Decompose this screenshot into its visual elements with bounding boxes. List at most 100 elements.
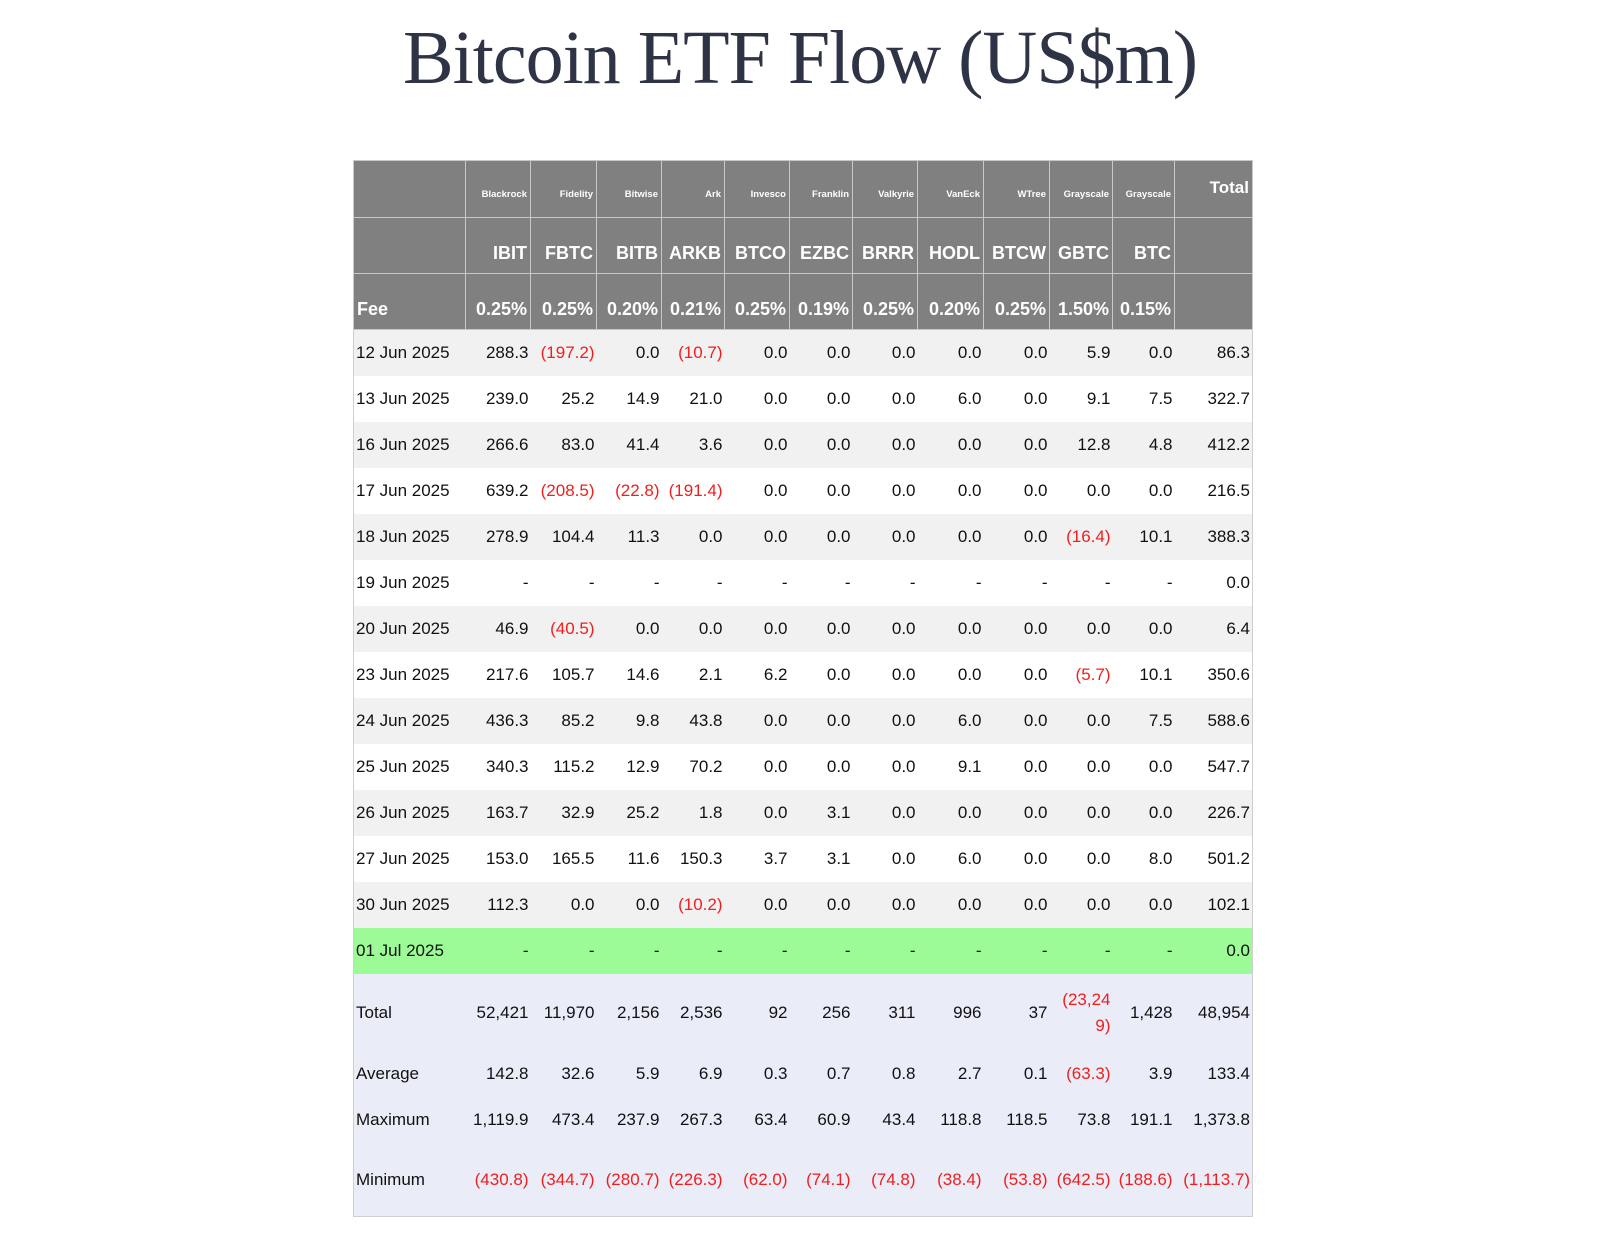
flow-value-bitb: 0.0 bbox=[596, 606, 662, 652]
summary-value-hodl: (38.4) bbox=[917, 1144, 984, 1217]
flow-value-fbtc: 105.7 bbox=[530, 652, 597, 698]
table-row: 18 Jun 2025 278.9 104.4 11.3 0.0 0.0 0.0 0.0 0.0… bbox=[353, 514, 1253, 560]
flow-value-hodl: 0.0 bbox=[917, 329, 984, 376]
flow-value-btc: 8.0 bbox=[1112, 836, 1175, 882]
summary-value-ezbc: 60.9 bbox=[789, 1096, 853, 1144]
corner-cell bbox=[353, 160, 466, 218]
flow-value-ibit: 163.7 bbox=[465, 790, 531, 836]
flow-value-fbtc: 104.4 bbox=[530, 514, 597, 560]
flow-value-btcw: - bbox=[983, 928, 1050, 974]
flow-value-arkb: 150.3 bbox=[661, 836, 725, 882]
fee-cell: 0.21% bbox=[661, 273, 725, 330]
flow-value-bitb: 14.9 bbox=[596, 376, 662, 422]
summary-value-btc: 191.1 bbox=[1112, 1096, 1175, 1144]
flow-value-ezbc: 0.0 bbox=[789, 468, 853, 514]
flow-value-btc: 7.5 bbox=[1112, 376, 1175, 422]
flow-value-btco: 3.7 bbox=[724, 836, 790, 882]
summary-value-brrr: 311 bbox=[852, 974, 918, 1052]
flow-value-btcw: 0.0 bbox=[983, 744, 1050, 790]
flow-value-btcw: 0.0 bbox=[983, 606, 1050, 652]
flow-value-arkb: 3.6 bbox=[661, 422, 725, 468]
flow-value-ibit: - bbox=[465, 928, 531, 974]
issuer-header: Ark bbox=[661, 160, 725, 218]
flow-value-ibit: 639.2 bbox=[465, 468, 531, 514]
summary-value-bitb: 237.9 bbox=[596, 1096, 662, 1144]
table-row: 16 Jun 2025 266.6 83.0 41.4 3.6 0.0 0.0 0.0 0.0 0… bbox=[353, 422, 1253, 468]
fee-cell: 0.20% bbox=[596, 273, 662, 330]
fee-cell: 1.50% bbox=[1049, 273, 1113, 330]
flow-value-btco: 0.0 bbox=[724, 790, 790, 836]
table-row: 30 Jun 2025 112.3 0.0 0.0 (10.2) 0.0 0.0 0.0 0.0… bbox=[353, 882, 1253, 928]
flow-value-ibit: 46.9 bbox=[465, 606, 531, 652]
summary-value-btc: 1,428 bbox=[1112, 974, 1175, 1052]
date-cell: 12 Jun 2025 bbox=[353, 329, 466, 376]
table-row: 27 Jun 2025 153.0 165.5 11.6 150.3 3.7 3.1 0.0 6… bbox=[353, 836, 1253, 882]
flow-value-gbtc: 0.0 bbox=[1049, 468, 1113, 514]
flow-value-hodl: 9.1 bbox=[917, 744, 984, 790]
issuer-header: Valkyrie bbox=[852, 160, 918, 218]
summary-value-hodl: 118.8 bbox=[917, 1096, 984, 1144]
issuer-header-row: Blackrock Fidelity Bitwise Ark Invesco F… bbox=[353, 160, 1253, 218]
etf-flow-table: Blackrock Fidelity Bitwise Ark Invesco F… bbox=[353, 160, 1253, 1217]
flow-value-brrr: 0.0 bbox=[852, 606, 918, 652]
flow-value-ibit: 112.3 bbox=[465, 882, 531, 928]
flow-value-bitb: - bbox=[596, 560, 662, 606]
date-cell: 13 Jun 2025 bbox=[353, 376, 466, 422]
date-cell: 27 Jun 2025 bbox=[353, 836, 466, 882]
flow-value-btc: 10.1 bbox=[1112, 514, 1175, 560]
ticker-header: ARKB bbox=[661, 217, 725, 274]
summary-value-btcw: 0.1 bbox=[983, 1052, 1050, 1096]
flow-value-btc: - bbox=[1112, 560, 1175, 606]
summary-value-ibit: 52,421 bbox=[465, 974, 531, 1052]
summary-value-gbtc: (642.5) bbox=[1049, 1144, 1113, 1217]
summary-value-arkb: 2,536 bbox=[661, 974, 725, 1052]
date-cell: 23 Jun 2025 bbox=[353, 652, 466, 698]
flow-value-fbtc: 83.0 bbox=[530, 422, 597, 468]
flow-value-hodl: 0.0 bbox=[917, 468, 984, 514]
flow-value-fbtc: (40.5) bbox=[530, 606, 597, 652]
flow-value-brrr: 0.0 bbox=[852, 376, 918, 422]
flow-value-btco: 0.0 bbox=[724, 606, 790, 652]
flow-value-arkb: - bbox=[661, 928, 725, 974]
summary-value-arkb: (226.3) bbox=[661, 1144, 725, 1217]
flow-value-ibit: 436.3 bbox=[465, 698, 531, 744]
summary-value-btcw: (53.8) bbox=[983, 1144, 1050, 1217]
row-total-cell: 86.3 bbox=[1174, 329, 1253, 376]
flow-value-bitb: 25.2 bbox=[596, 790, 662, 836]
summary-value-ibit: 142.8 bbox=[465, 1052, 531, 1096]
ticker-header: GBTC bbox=[1049, 217, 1113, 274]
summary-value-bitb: (280.7) bbox=[596, 1144, 662, 1217]
flow-value-ezbc: 0.0 bbox=[789, 329, 853, 376]
fee-label: Fee bbox=[353, 273, 466, 330]
summary-value-ibit: 1,119.9 bbox=[465, 1096, 531, 1144]
issuer-header: Bitwise bbox=[596, 160, 662, 218]
flow-value-fbtc: 115.2 bbox=[530, 744, 597, 790]
flow-value-ibit: 340.3 bbox=[465, 744, 531, 790]
empty-header-cell bbox=[1174, 273, 1253, 330]
ticker-header: IBIT bbox=[465, 217, 531, 274]
flow-value-arkb: (10.2) bbox=[661, 882, 725, 928]
flow-value-arkb: - bbox=[661, 560, 725, 606]
flow-value-hodl: - bbox=[917, 560, 984, 606]
flow-value-ibit: 153.0 bbox=[465, 836, 531, 882]
flow-value-btc: - bbox=[1112, 928, 1175, 974]
summary-label: Maximum bbox=[353, 1096, 466, 1144]
flow-value-brrr: 0.0 bbox=[852, 514, 918, 560]
fee-cell: 0.25% bbox=[465, 273, 531, 330]
flow-value-btco: - bbox=[724, 928, 790, 974]
summary-value-brrr: (74.8) bbox=[852, 1144, 918, 1217]
summary-row-minimum: Minimum (430.8) (344.7) (280.7) (226.3) (62.0… bbox=[353, 1144, 1253, 1217]
date-cell: 17 Jun 2025 bbox=[353, 468, 466, 514]
summary-value-fbtc: 32.6 bbox=[530, 1052, 597, 1096]
flow-value-btco: - bbox=[724, 560, 790, 606]
empty-header-cell bbox=[1174, 217, 1253, 274]
flow-value-ibit: 288.3 bbox=[465, 329, 531, 376]
summary-total-cell: 1,373.8 bbox=[1174, 1096, 1253, 1144]
flow-value-ibit: - bbox=[465, 560, 531, 606]
summary-value-btco: 0.3 bbox=[724, 1052, 790, 1096]
summary-value-fbtc: 473.4 bbox=[530, 1096, 597, 1144]
flow-value-bitb: 12.9 bbox=[596, 744, 662, 790]
flow-value-btcw: 0.0 bbox=[983, 652, 1050, 698]
fee-header-row: Fee 0.25% 0.25% 0.20% 0.21% 0.25% 0.19% … bbox=[353, 273, 1253, 330]
etf-flow-table-container: Blackrock Fidelity Bitwise Ark Invesco F… bbox=[353, 160, 1253, 1217]
